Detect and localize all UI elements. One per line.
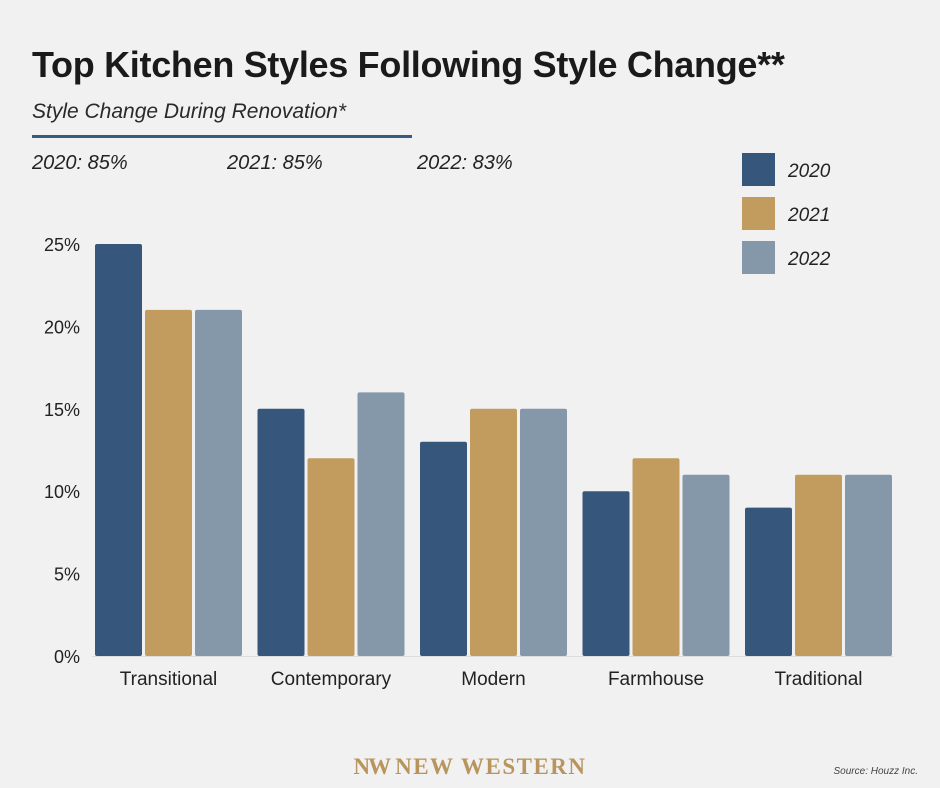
x-tick-label: Farmhouse <box>608 669 704 690</box>
bar-2022-modern <box>520 408 567 656</box>
bar-2020-contemporary <box>257 408 305 656</box>
bar-2021-contemporary <box>307 458 355 656</box>
bar-2021-modern <box>470 408 517 656</box>
logo-mark: NW <box>353 754 391 779</box>
bar-2021-traditional <box>795 474 842 656</box>
legend-swatch-2021 <box>742 197 775 230</box>
bar-2020-farmhouse <box>582 491 630 656</box>
source-note: Source: Houzz Inc. <box>833 766 918 777</box>
legend-swatch-2022 <box>742 241 775 274</box>
chart-subtitle: Style Change During Renovation* <box>32 100 347 123</box>
y-tick-label: 20% <box>44 317 80 337</box>
bar-2022-farmhouse <box>682 474 730 656</box>
x-tick-label: Modern <box>461 669 525 690</box>
bar-2021-farmhouse <box>632 458 680 656</box>
bar-2022-traditional <box>845 474 892 656</box>
y-tick-label: 15% <box>44 400 80 420</box>
bar-2022-contemporary <box>357 392 405 656</box>
legend-label-2022: 2022 <box>787 249 831 270</box>
y-tick-label: 5% <box>54 565 80 585</box>
logo-text: NEW WESTERN <box>395 754 587 779</box>
legend-swatch-2020 <box>742 153 775 186</box>
legend-label-2021: 2021 <box>787 205 830 226</box>
brand-logo: NW NEW WESTERN <box>0 754 940 780</box>
legend-label-2020: 2020 <box>787 161 831 182</box>
subtitle-underline <box>32 135 412 138</box>
x-tick-label: Contemporary <box>271 669 392 690</box>
y-tick-label: 0% <box>54 647 80 667</box>
bar-2021-transitional <box>145 309 192 656</box>
stat-2022: 2022: 83% <box>417 152 513 174</box>
chart-title: Top Kitchen Styles Following Style Chang… <box>32 44 785 85</box>
y-tick-label: 10% <box>44 482 80 502</box>
y-tick-label: 25% <box>44 235 80 255</box>
stat-2020: 2020: 85% <box>32 152 128 174</box>
x-tick-label: Traditional <box>774 669 862 690</box>
stat-2021: 2021: 85% <box>227 152 323 174</box>
x-tick-label: Transitional <box>120 669 218 690</box>
bar-2020-traditional <box>745 507 792 656</box>
bar-2020-modern <box>420 441 467 656</box>
bar-2022-transitional <box>195 309 242 656</box>
bar-2020-transitional <box>95 244 142 656</box>
